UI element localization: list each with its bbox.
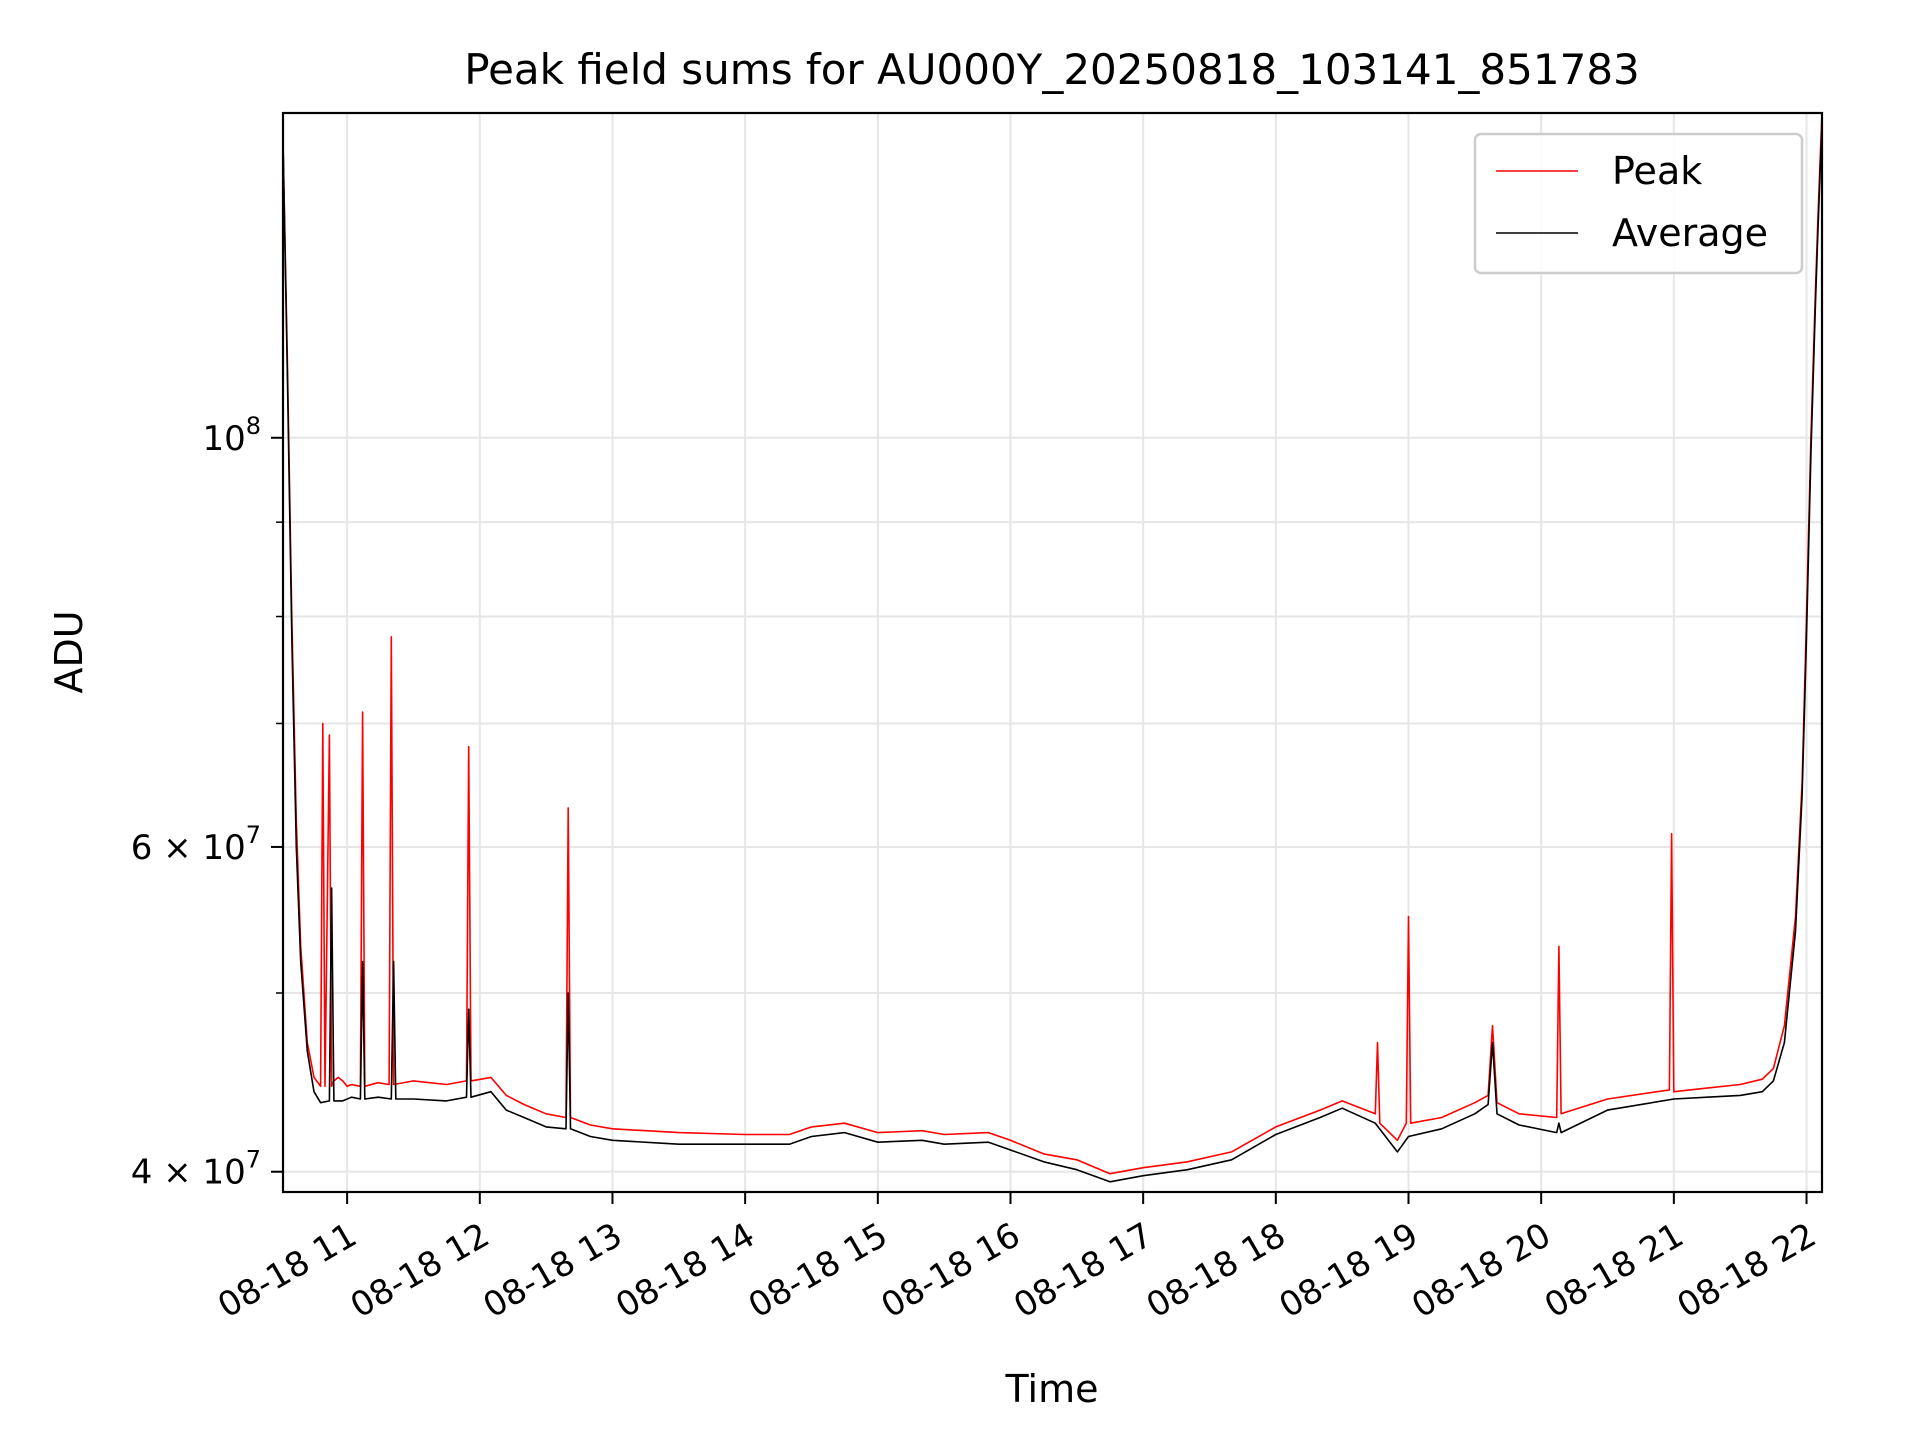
y-tick-exponent: 8 <box>246 412 261 440</box>
y-tick-label: 108 <box>202 412 261 459</box>
y-tick-exponent: 7 <box>246 1146 261 1174</box>
legend: Peak Average <box>1473 132 1804 275</box>
y-axis-label: ADU <box>47 610 91 693</box>
series-line-peak <box>282 112 1823 1175</box>
series-line-average <box>282 123 1823 1183</box>
x-axis-label: Time <box>1005 1367 1099 1411</box>
legend-label-peak: Peak <box>1612 149 1702 193</box>
series-group <box>282 112 1823 1183</box>
legend-label-average: Average <box>1612 211 1768 255</box>
plot-frame <box>281 111 1824 1194</box>
chart-title: Peak field sums for AU000Y_20250818_1031… <box>464 45 1640 94</box>
legend-box <box>1473 132 1804 275</box>
y-tick-label: 4 × 107 <box>131 1146 261 1193</box>
y-tick-label: 6 × 107 <box>131 821 261 868</box>
y-tick-exponent: 7 <box>246 821 261 849</box>
